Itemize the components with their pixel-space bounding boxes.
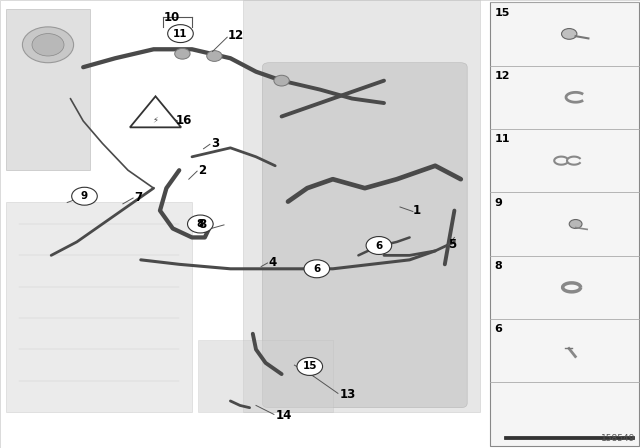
Text: 6: 6 bbox=[375, 241, 383, 250]
Text: 8: 8 bbox=[196, 219, 204, 229]
Text: 9: 9 bbox=[495, 198, 502, 208]
Circle shape bbox=[207, 51, 222, 61]
Text: ⚡: ⚡ bbox=[152, 116, 159, 125]
Circle shape bbox=[32, 34, 64, 56]
Text: 6: 6 bbox=[313, 264, 321, 274]
Text: 5: 5 bbox=[448, 237, 456, 251]
Circle shape bbox=[569, 220, 582, 228]
Bar bbox=[0, 0, 490, 448]
Text: 3: 3 bbox=[211, 137, 220, 150]
Circle shape bbox=[72, 187, 97, 205]
Text: 10: 10 bbox=[163, 11, 179, 25]
Text: 15: 15 bbox=[495, 8, 510, 17]
Text: 12: 12 bbox=[227, 29, 243, 43]
Text: 6: 6 bbox=[495, 324, 502, 334]
Text: 1: 1 bbox=[413, 204, 421, 217]
Polygon shape bbox=[198, 340, 333, 412]
Text: 11: 11 bbox=[495, 134, 510, 144]
Text: 11: 11 bbox=[173, 29, 188, 39]
Text: 12: 12 bbox=[495, 71, 510, 81]
Text: 2: 2 bbox=[198, 164, 207, 177]
Text: 158549: 158549 bbox=[601, 434, 636, 443]
Circle shape bbox=[373, 241, 388, 252]
Circle shape bbox=[366, 237, 392, 254]
Circle shape bbox=[168, 25, 193, 43]
Circle shape bbox=[22, 27, 74, 63]
Text: 8: 8 bbox=[198, 218, 207, 232]
Text: 16: 16 bbox=[176, 114, 193, 128]
Text: 14: 14 bbox=[275, 409, 292, 422]
Circle shape bbox=[175, 48, 190, 59]
Text: 15: 15 bbox=[303, 362, 317, 371]
FancyBboxPatch shape bbox=[262, 63, 467, 408]
Text: 8: 8 bbox=[495, 261, 502, 271]
Polygon shape bbox=[6, 202, 192, 412]
Text: 9: 9 bbox=[81, 191, 88, 201]
Circle shape bbox=[188, 215, 213, 233]
Text: 4: 4 bbox=[269, 255, 277, 269]
Text: 7: 7 bbox=[134, 190, 143, 204]
Polygon shape bbox=[130, 96, 181, 127]
Polygon shape bbox=[504, 436, 634, 439]
Polygon shape bbox=[6, 9, 90, 170]
Circle shape bbox=[274, 75, 289, 86]
Circle shape bbox=[297, 358, 323, 375]
Circle shape bbox=[304, 260, 330, 278]
Text: 13: 13 bbox=[339, 388, 355, 401]
Polygon shape bbox=[243, 0, 480, 412]
Bar bbox=[490, 2, 639, 446]
Circle shape bbox=[561, 29, 577, 39]
